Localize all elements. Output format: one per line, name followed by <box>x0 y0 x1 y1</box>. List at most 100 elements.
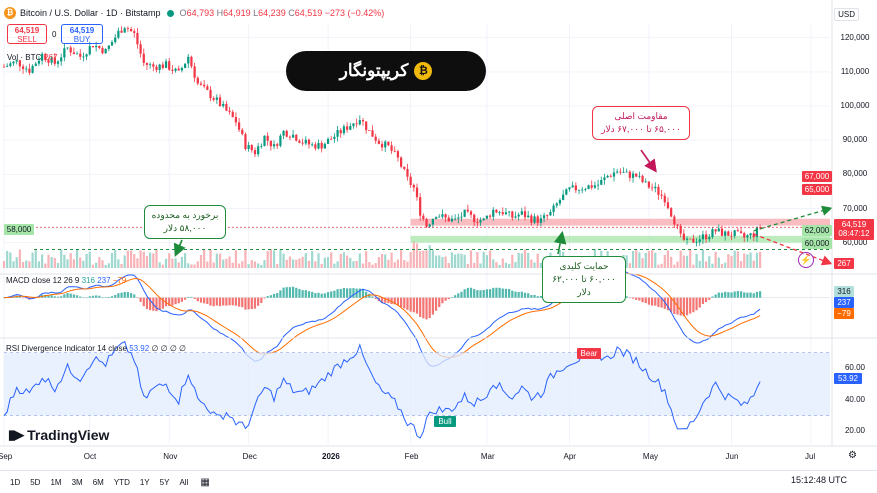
candle-body <box>266 135 269 141</box>
macd-hist-bar <box>663 297 666 309</box>
settings-gear-icon[interactable]: ⚙ <box>848 450 857 461</box>
timeframe-5y[interactable]: 5Y <box>159 478 170 487</box>
rsi-legend-extra: ∅ ∅ ∅ ∅ <box>151 344 186 353</box>
volume-legend[interactable]: Vol · BTC 267 <box>7 53 58 62</box>
volume-bar <box>222 259 225 268</box>
projection-up-arrow <box>753 205 833 232</box>
macd-hist-bar <box>161 297 164 309</box>
candle-body <box>228 110 231 112</box>
volume-bar <box>253 261 257 268</box>
candle-body <box>18 60 21 67</box>
sell-button[interactable]: 64,519 SELL <box>7 24 47 44</box>
candle-body <box>460 216 463 218</box>
candle-body <box>682 233 685 240</box>
volume-bar <box>56 262 60 268</box>
macd-hist-bar <box>708 297 711 300</box>
macd-hist-bar <box>82 297 85 298</box>
candle-body <box>727 231 730 236</box>
candle-body <box>619 171 622 173</box>
volume-bar <box>374 263 377 268</box>
symbol-title[interactable]: Bitcoin / U.S. Dollar · 1D · Bitstamp <box>20 8 161 18</box>
macd-hist-bar <box>536 296 539 298</box>
chart-canvas[interactable] <box>0 0 877 470</box>
time-tick-label: Apr <box>563 452 576 461</box>
volume-bar <box>155 249 158 268</box>
tradingview-logo[interactable]: ▮▶ TradingView <box>8 427 110 443</box>
macd-hist-bar <box>149 297 152 311</box>
volume-bar <box>393 262 396 268</box>
candle-body <box>638 175 641 177</box>
volume-bar <box>473 262 476 268</box>
price-tick-label: 120,000 <box>840 32 870 42</box>
macd-hist-bar <box>269 295 272 298</box>
timeframe-5d[interactable]: 5D <box>30 478 41 487</box>
candle-body <box>358 120 361 125</box>
volume-bar <box>749 252 752 268</box>
macd-hist-bar <box>431 297 434 315</box>
candle-body <box>511 211 514 218</box>
volume-bar <box>164 258 168 268</box>
resistance-note: مقاومت اصلی ۶۵,۰۰۰ تا ۶۷,۰۰۰ دلار <box>592 106 690 140</box>
macd-hist-bar <box>47 295 50 298</box>
macd-hist-bar <box>123 292 126 298</box>
timeframe-1d[interactable]: 1D <box>10 478 21 487</box>
currency-button[interactable]: USD <box>834 8 859 21</box>
buy-button[interactable]: 64,519 BUY <box>61 24 103 44</box>
candle-body <box>695 241 698 243</box>
volume-bar <box>400 250 403 268</box>
volume-bar <box>145 256 149 268</box>
macd-legend-hist: 316 <box>81 276 95 285</box>
rsi-legend[interactable]: RSI Divergence Indicator 14 close 53.92 … <box>6 344 186 353</box>
sell-label: SELL <box>17 35 37 44</box>
volume-bar <box>177 262 180 268</box>
volume-value: 267 <box>44 53 58 62</box>
macd-hist-bar <box>482 290 485 298</box>
candle-body <box>12 61 15 64</box>
volume-bar <box>463 254 466 268</box>
candle-body <box>450 218 454 222</box>
candle-body <box>482 218 485 221</box>
candle-body <box>739 231 743 234</box>
volume-bar <box>454 254 457 268</box>
macd-hist-bar <box>749 292 752 298</box>
candle-body <box>454 218 457 220</box>
volume-bar <box>727 254 730 268</box>
macd-hist-bar <box>95 295 98 298</box>
utc-clock[interactable]: 15:12:48 UTC <box>790 475 847 485</box>
timeframe-all[interactable]: All <box>179 478 189 487</box>
alert-bolt-icon[interactable]: ⚡ <box>798 252 814 268</box>
candle-body <box>47 59 50 63</box>
candle-body <box>387 141 390 146</box>
timeframe-ytd[interactable]: YTD <box>113 478 130 487</box>
macd-hist-bar <box>371 296 374 298</box>
timeframe-3m[interactable]: 3M <box>71 478 83 487</box>
macd-hist-bar <box>349 288 352 298</box>
volume-bar <box>37 261 41 268</box>
volume-bar <box>476 252 479 268</box>
macd-hist-bar <box>257 297 260 306</box>
candle-body <box>758 227 762 229</box>
volume-bar <box>330 252 333 268</box>
candle-body <box>708 237 711 240</box>
volume-bar <box>711 263 714 268</box>
timeframe-6m[interactable]: 6M <box>92 478 104 487</box>
volume-bar <box>336 261 339 268</box>
volume-bar <box>714 251 717 268</box>
candle-body <box>406 168 409 177</box>
macd-hist-bar <box>660 297 663 308</box>
volume-bar <box>492 259 495 268</box>
candle-body <box>495 209 498 213</box>
macd-hist-bar <box>711 296 714 298</box>
timeframe-1y[interactable]: 1Y <box>139 478 150 487</box>
macd-hist-bar <box>441 297 444 304</box>
candle-body <box>209 89 212 99</box>
date-range-icon[interactable]: ▦ <box>200 477 210 488</box>
macd-legend[interactable]: MACD close 12 26 9 316 237 −79 <box>6 276 127 285</box>
symbol-header[interactable]: ₿ Bitcoin / U.S. Dollar · 1D · Bitstamp … <box>4 5 384 21</box>
candle-body <box>644 181 647 183</box>
volume-bar <box>12 261 15 268</box>
breakout-callout-arrow <box>173 239 186 257</box>
macd-hist-bar <box>212 297 215 307</box>
timeframe-1m[interactable]: 1M <box>50 478 62 487</box>
macd-hist-bar <box>717 292 720 298</box>
